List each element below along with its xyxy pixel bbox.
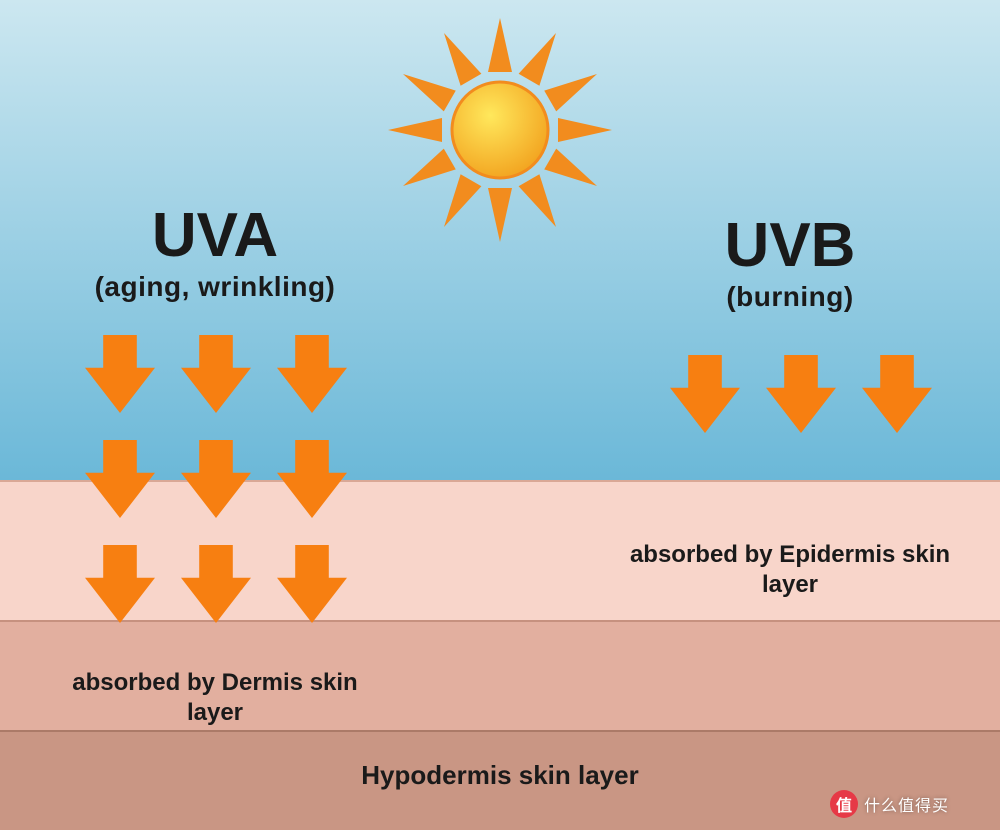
uva-arrow-arrow-icon [85,440,155,518]
uva-arrow-arrow-icon [85,545,155,623]
uva-absorbed-label: absorbed by Dermis skin layer [45,668,385,728]
uva-arrow-row-2 [85,440,347,518]
uva-title: UVA [35,200,395,271]
uva-arrow-row-3 [85,545,347,623]
uvb-arrow-arrow-icon [862,355,932,433]
uva-heading: UVA (aging, wrinkling) [35,200,395,303]
uva-arrow-arrow-icon [85,335,155,413]
uva-arrow-arrow-icon [181,545,251,623]
uva-arrow-arrow-icon [277,440,347,518]
uva-subtitle: (aging, wrinkling) [35,271,395,303]
sun-icon [383,13,617,247]
uvb-arrow-arrow-icon [670,355,740,433]
hypodermis-label: Hypodermis skin layer [0,760,1000,791]
uvb-heading: UVB (burning) [610,210,970,313]
uva-arrow-arrow-icon [277,335,347,413]
watermark: 值 什么值得买 [830,790,949,818]
uvb-subtitle: (burning) [610,281,970,313]
uvb-arrow-row-1 [670,355,932,433]
uvb-absorbed-label: absorbed by Epidermis skin layer [620,540,960,600]
watermark-badge: 值 [830,790,858,818]
diagram-canvas: Hypodermis skin layer UVA (aging, wrinkl… [0,0,1000,830]
uva-arrow-arrow-icon [181,440,251,518]
watermark-text: 什么值得买 [864,792,949,816]
uvb-arrow-arrow-icon [766,355,836,433]
uva-arrow-arrow-icon [181,335,251,413]
uva-arrow-row-1 [85,335,347,413]
uvb-title: UVB [610,210,970,281]
uva-arrow-arrow-icon [277,545,347,623]
